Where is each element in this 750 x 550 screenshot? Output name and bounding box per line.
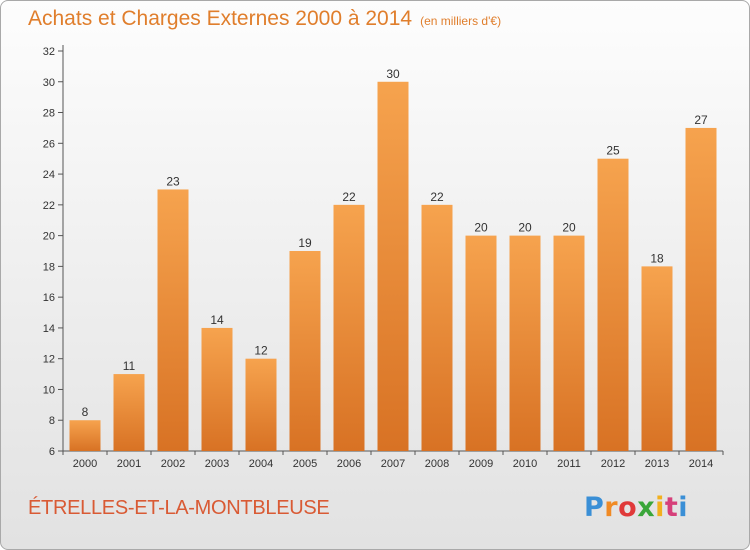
y-tick-label: 8 bbox=[49, 415, 55, 427]
x-tick-label: 2011 bbox=[557, 458, 581, 470]
data-label: 18 bbox=[650, 251, 664, 265]
data-label: 27 bbox=[694, 113, 708, 127]
bar bbox=[641, 266, 673, 451]
x-tick-label: 2000 bbox=[73, 458, 97, 470]
y-tick-label: 12 bbox=[43, 354, 55, 366]
x-tick-label: 2012 bbox=[601, 458, 625, 470]
y-tick-label: 18 bbox=[43, 261, 55, 273]
logo-letter: r bbox=[604, 492, 619, 523]
y-tick-label: 28 bbox=[43, 108, 55, 120]
x-tick-label: 2008 bbox=[425, 458, 449, 470]
y-tick-label: 22 bbox=[43, 200, 55, 212]
logo-letter: x bbox=[637, 492, 656, 523]
x-tick-label: 2009 bbox=[469, 458, 493, 470]
y-tick-label: 6 bbox=[49, 446, 55, 458]
y-tick-label: 14 bbox=[43, 323, 55, 335]
y-tick-label: 26 bbox=[43, 138, 55, 150]
data-label: 22 bbox=[342, 190, 356, 204]
bar bbox=[509, 235, 541, 451]
bar bbox=[421, 204, 453, 451]
bar bbox=[113, 374, 145, 451]
data-label: 14 bbox=[210, 313, 224, 327]
logo-letter: i bbox=[655, 492, 665, 523]
bar bbox=[465, 235, 497, 451]
logo-letter: i bbox=[678, 492, 689, 523]
data-label: 20 bbox=[518, 221, 532, 235]
data-label: 11 bbox=[123, 359, 136, 373]
bar bbox=[553, 235, 585, 451]
x-tick-label: 2002 bbox=[161, 458, 185, 470]
logo-letter: t bbox=[664, 492, 679, 523]
logo-letter: o bbox=[618, 492, 638, 523]
commune-name: ÉTRELLES-ET-LA-MONTBLEUSE bbox=[28, 497, 330, 519]
x-tick-label: 2003 bbox=[205, 458, 229, 470]
data-label: 23 bbox=[166, 174, 180, 188]
bar bbox=[685, 127, 717, 451]
data-label: 19 bbox=[298, 236, 312, 250]
y-tick-label: 10 bbox=[43, 384, 55, 396]
logo-letter: P bbox=[584, 492, 605, 523]
y-tick-label: 32 bbox=[43, 46, 55, 58]
data-label: 25 bbox=[606, 144, 620, 158]
chart-title: Achats et Charges Externes 2000 à 2014 (e… bbox=[28, 7, 501, 31]
chart-unit: (en milliers d'€) bbox=[420, 14, 502, 28]
bar bbox=[157, 189, 189, 451]
bar bbox=[597, 158, 629, 451]
bar bbox=[377, 81, 409, 452]
proxiti-logo: Proxiti bbox=[584, 492, 688, 523]
x-tick-label: 2005 bbox=[293, 458, 317, 470]
chart-title-text: Achats et Charges Externes 2000 à 2014 bbox=[28, 7, 413, 30]
data-label: 20 bbox=[474, 221, 488, 235]
data-label: 8 bbox=[82, 405, 89, 419]
y-tick-label: 20 bbox=[43, 231, 55, 243]
data-label: 30 bbox=[386, 67, 400, 81]
data-label: 12 bbox=[254, 344, 268, 358]
bar bbox=[333, 204, 365, 451]
x-tick-label: 2006 bbox=[337, 458, 361, 470]
x-tick-label: 2010 bbox=[513, 458, 537, 470]
x-tick-label: 2007 bbox=[381, 458, 405, 470]
bar bbox=[245, 358, 277, 451]
bar bbox=[69, 420, 101, 451]
x-tick-label: 2014 bbox=[689, 458, 713, 470]
bar bbox=[201, 327, 233, 451]
data-label: 20 bbox=[562, 221, 576, 235]
x-tick-label: 2004 bbox=[249, 458, 273, 470]
y-tick-label: 16 bbox=[43, 292, 55, 304]
y-tick-label: 24 bbox=[43, 169, 55, 181]
x-tick-label: 2013 bbox=[645, 458, 669, 470]
x-tick-label: 2001 bbox=[117, 458, 141, 470]
y-tick-label: 30 bbox=[43, 77, 55, 89]
data-label: 22 bbox=[430, 190, 444, 204]
bar bbox=[289, 251, 321, 451]
